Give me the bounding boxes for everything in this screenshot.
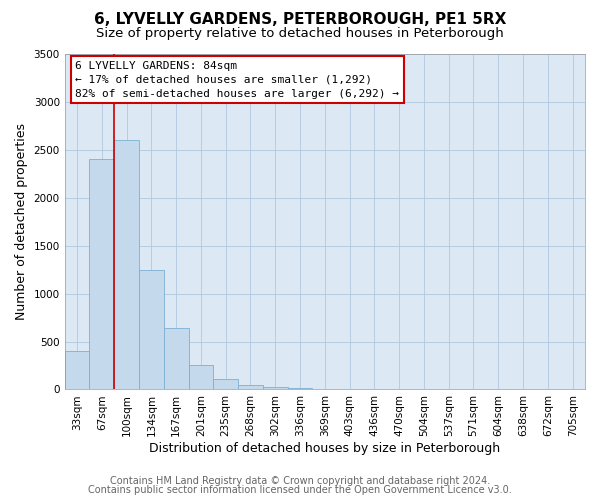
Bar [139,270,164,390]
Bar [164,328,188,390]
X-axis label: Distribution of detached houses by size in Peterborough: Distribution of detached houses by size … [149,442,500,455]
Bar [188,364,214,390]
Text: 6, LYVELLY GARDENS, PETERBOROUGH, PE1 5RX: 6, LYVELLY GARDENS, PETERBOROUGH, PE1 5R… [94,12,506,28]
Bar [114,140,139,390]
Text: Size of property relative to detached houses in Peterborough: Size of property relative to detached ho… [96,28,504,40]
Text: Contains HM Land Registry data © Crown copyright and database right 2024.: Contains HM Land Registry data © Crown c… [110,476,490,486]
Y-axis label: Number of detached properties: Number of detached properties [15,123,28,320]
Bar [238,384,263,390]
Text: Contains public sector information licensed under the Open Government Licence v3: Contains public sector information licen… [88,485,512,495]
Bar [263,387,287,390]
Text: 6 LYVELLY GARDENS: 84sqm
← 17% of detached houses are smaller (1,292)
82% of sem: 6 LYVELLY GARDENS: 84sqm ← 17% of detach… [75,60,399,98]
Bar [65,351,89,390]
Bar [287,388,313,390]
Bar [89,160,114,390]
Bar [214,379,238,390]
